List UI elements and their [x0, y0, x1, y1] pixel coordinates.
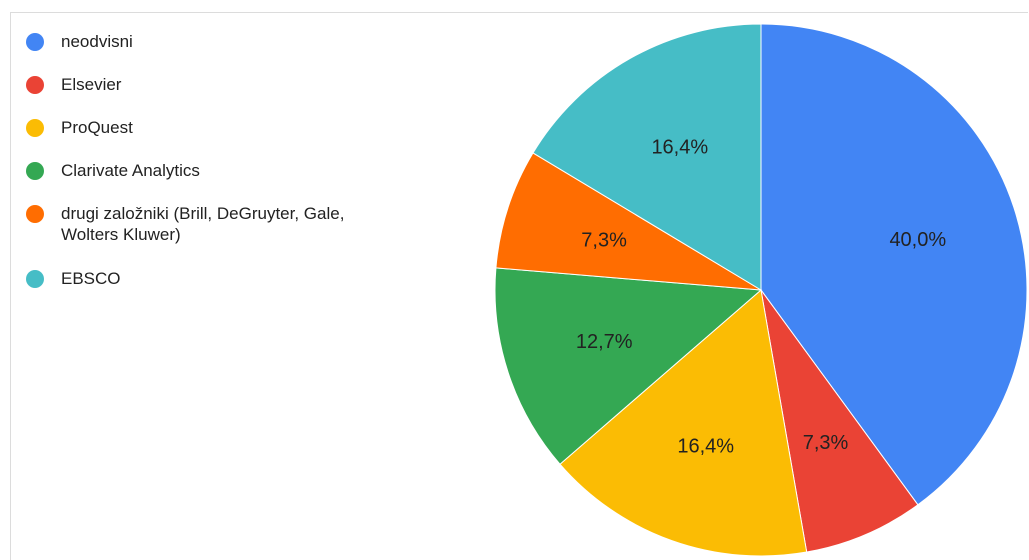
legend-label: Clarivate Analytics: [61, 161, 200, 180]
slice-data-label-0: 40,0%: [889, 229, 946, 251]
slice-data-label-2: 16,4%: [677, 435, 734, 457]
legend-swatch-icon: [26, 162, 44, 180]
legend-item-proquest: ProQuest: [26, 117, 426, 138]
slice-data-label-5: 16,4%: [651, 136, 708, 158]
pie-slice-0: [760, 23, 1028, 506]
slice-data-label-3: 12,7%: [576, 331, 633, 353]
legend-label: EBSCO: [61, 269, 121, 288]
legend-item-elsevier: Elsevier: [26, 74, 426, 95]
slice-data-label-1: 7,3%: [803, 432, 849, 454]
legend-swatch-icon: [26, 270, 44, 288]
legend-swatch-icon: [26, 76, 44, 94]
pie-slice-5: [532, 23, 762, 291]
legend-item-drugi-zalozniki: drugi založniki (Brill, DeGruyter, Gale,…: [26, 203, 426, 245]
pie-slice-1: [760, 289, 919, 553]
legend-item-neodvisni: neodvisni: [26, 31, 426, 52]
pie-slice-4: [495, 152, 762, 291]
legend-swatch-icon: [26, 33, 44, 51]
legend-label: neodvisni: [61, 32, 133, 51]
pie-slice-2: [559, 289, 808, 557]
legend-label: ProQuest: [61, 118, 133, 137]
legend-swatch-icon: [26, 119, 44, 137]
legend-swatch-icon: [26, 205, 44, 223]
pie-slice-3: [494, 267, 763, 465]
legend-item-clarivate: Clarivate Analytics: [26, 160, 426, 181]
legend-item-ebsco: EBSCO: [26, 268, 426, 289]
legend-label: drugi založniki (Brill, DeGruyter, Gale,…: [61, 204, 345, 244]
legend-label: Elsevier: [61, 75, 122, 94]
slice-data-label-4: 7,3%: [581, 229, 627, 251]
